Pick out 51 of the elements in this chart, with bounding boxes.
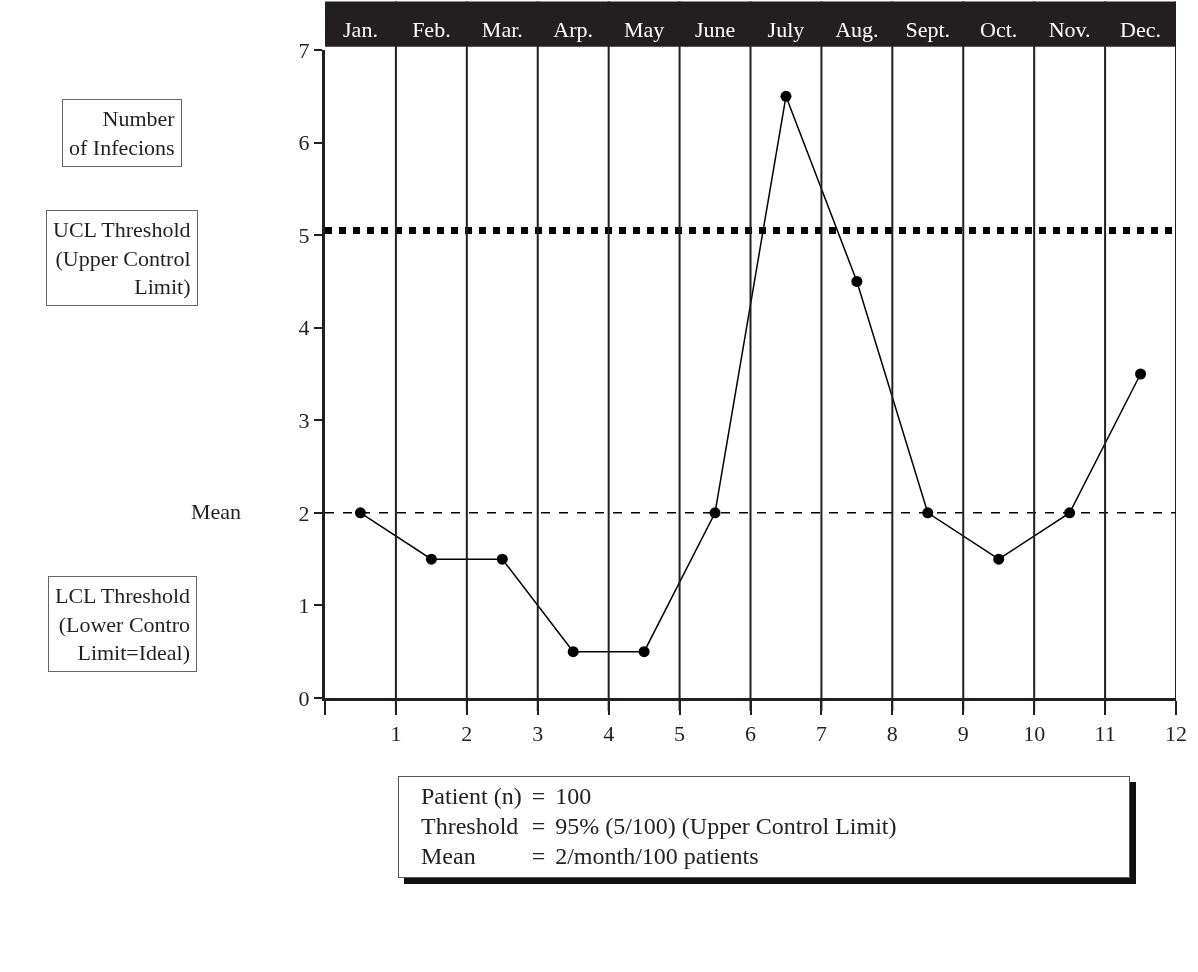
x2-tick-label: 10 <box>1023 721 1046 747</box>
x2-tick-label: 11 <box>1094 721 1116 747</box>
x2-tick-label: 9 <box>957 721 969 747</box>
x-tick-label: Jan. <box>343 16 378 42</box>
x-tick-label: Nov. <box>1048 16 1091 42</box>
text: Number of Infecions <box>69 106 176 160</box>
text: Patient (n) = 100 <box>421 782 593 811</box>
x-tick-label: July <box>767 16 805 42</box>
point <box>1064 507 1076 519</box>
point <box>709 507 721 519</box>
x-tick-label: Mar. <box>481 16 523 42</box>
x2-tick-label: 4 <box>603 721 615 747</box>
x-tick-label: Dec. <box>1120 16 1161 42</box>
x2-tick-label: 8 <box>886 721 898 747</box>
x2-tick-label: 6 <box>745 721 756 747</box>
text: UCL Threshold (Upper Control Limit) <box>53 217 191 300</box>
y-tick-label: 7 <box>298 37 310 63</box>
text: LCL Threshold (Lower Contro Limit=Ideal) <box>55 583 191 666</box>
x-tick-label: Arp. <box>553 16 594 42</box>
x-tick-label: Oct. <box>980 16 1018 42</box>
x2-tick-label: 3 <box>532 721 544 747</box>
y-tick-label: 3 <box>298 407 310 433</box>
x2-tick-label: 12 <box>1165 721 1187 747</box>
y-tick-label: 4 <box>298 315 310 341</box>
x-tick-label: May <box>623 16 665 42</box>
x2-tick-label: 1 <box>390 721 402 747</box>
point <box>496 553 508 565</box>
text: Threshold = 95% (5/100) (Upper Control Limit) <box>421 812 898 841</box>
x-tick-label: Feb. <box>412 16 451 42</box>
point <box>638 646 650 658</box>
point <box>851 275 863 287</box>
x-tick-label: Aug. <box>835 16 879 42</box>
point <box>1135 368 1147 380</box>
point <box>993 553 1005 565</box>
point <box>425 553 437 565</box>
y-tick-label: 2 <box>298 500 310 526</box>
point <box>354 507 366 519</box>
x-tick-label: Sept. <box>905 16 951 42</box>
point <box>922 507 934 519</box>
x-tick-label: June <box>694 16 736 42</box>
text: Mean <box>191 499 242 524</box>
y-tick-label: 5 <box>298 222 310 248</box>
x2-tick-label: 5 <box>674 721 686 747</box>
x2-tick-label: 7 <box>815 721 827 747</box>
point <box>780 90 792 102</box>
y-tick-label: 1 <box>298 593 310 619</box>
y-tick-label: 0 <box>298 685 310 711</box>
point <box>567 646 579 658</box>
x2-tick-label: 2 <box>461 721 473 747</box>
text: Mean = 2/month/100 patients <box>421 843 759 869</box>
y-tick-label: 6 <box>298 130 310 156</box>
